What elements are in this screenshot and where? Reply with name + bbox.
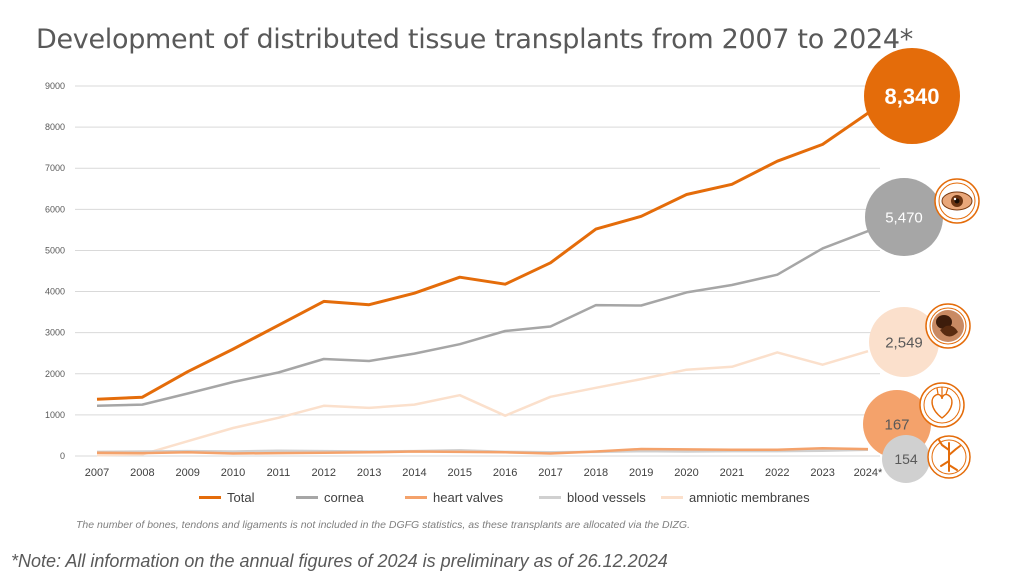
bubble-label: 8,340 (884, 84, 939, 109)
series-lines (96, 111, 869, 457)
x-tick-label: 2020 (674, 467, 698, 479)
legend-swatch (199, 496, 221, 499)
x-tick-label: 2010 (221, 467, 245, 479)
bubble-label: 5,470 (885, 209, 923, 226)
value-bubble (864, 48, 960, 144)
y-tick-label: 5000 (45, 245, 65, 255)
legend-swatch (539, 496, 561, 499)
y-tick-label: 2000 (45, 369, 65, 379)
legend-item: heart valves (405, 490, 503, 505)
heart-icon (919, 382, 965, 428)
y-tick-label: 4000 (45, 287, 65, 297)
y-tick-label: 0 (60, 451, 65, 461)
series-line-total (96, 111, 869, 401)
x-tick-label: 2021 (720, 467, 744, 479)
value-bubble (882, 435, 930, 483)
x-tick-label: 2022 (765, 467, 789, 479)
value-bubble (869, 307, 939, 377)
x-tick-label: 2023 (810, 467, 834, 479)
x-tick-label: 2008 (130, 467, 154, 479)
series-line-cornea (96, 229, 869, 408)
x-tick-label: 2018 (584, 467, 608, 479)
legend-swatch (661, 496, 683, 499)
x-tick-label: 2019 (629, 467, 653, 479)
y-tick-label: 3000 (45, 328, 65, 338)
series-line-heart-valves (96, 446, 869, 455)
legend-item: blood vessels (539, 490, 646, 505)
x-tick-label: 2013 (357, 467, 381, 479)
y-tick-labels: 0 1000 2000 3000 4000 5000 6000 7000 8000 9000 (45, 81, 65, 461)
y-tick-label: 1000 (45, 410, 65, 420)
legend-item: amniotic membranes (661, 490, 810, 505)
x-tick-label: 2007 (85, 467, 109, 479)
preliminary-note: *Note: All information on the annual fig… (11, 551, 668, 571)
blood-vessel-icon (927, 435, 971, 479)
x-tick-label: 2017 (538, 467, 562, 479)
footnote: The number of bones, tendons and ligamen… (76, 519, 690, 531)
eye-icon (934, 178, 980, 224)
legend-label: cornea (324, 490, 364, 505)
legend-item: Total (199, 490, 254, 505)
x-tick-label: 2009 (175, 467, 199, 479)
x-tick-label: 2016 (493, 467, 517, 479)
legend-item: cornea (296, 490, 364, 505)
value-bubbles: 8,340 5,470 2,549 167 154 (863, 48, 960, 483)
y-tick-label: 8000 (45, 122, 65, 132)
bubble-label: 154 (894, 451, 918, 467)
legend-label: amniotic membranes (689, 490, 810, 505)
x-tick-label: 2015 (448, 467, 472, 479)
legend-swatch (296, 496, 318, 499)
legend-label: Total (227, 490, 255, 505)
legend-label: blood vessels (567, 490, 646, 505)
series-line-amniotic-membranes (96, 350, 869, 457)
y-tick-label: 6000 (45, 204, 65, 214)
bubble-label: 167 (884, 416, 909, 433)
x-tick-label: 2012 (312, 467, 336, 479)
x-tick-label: 2024* (854, 467, 883, 479)
gridlines (75, 85, 880, 457)
tissue-icons (919, 178, 980, 479)
legend-label: heart valves (433, 490, 504, 505)
line-chart: 0 1000 2000 3000 4000 5000 6000 7000 8000 9000 20… (45, 48, 980, 483)
x-tick-label: 2011 (267, 467, 291, 479)
bubble-label: 2,549 (885, 334, 923, 351)
legend-swatch (405, 496, 427, 499)
fetus-icon (925, 303, 971, 349)
chart-title: Development of distributed tissue transp… (36, 24, 913, 55)
value-bubble (865, 178, 943, 256)
y-tick-label: 9000 (45, 81, 65, 91)
y-tick-label: 7000 (45, 163, 65, 173)
x-tick-labels: 2007 2008 2009 2010 2011 2012 2013 2014 2015 2016… (85, 467, 883, 479)
x-tick-label: 2014 (402, 467, 426, 479)
